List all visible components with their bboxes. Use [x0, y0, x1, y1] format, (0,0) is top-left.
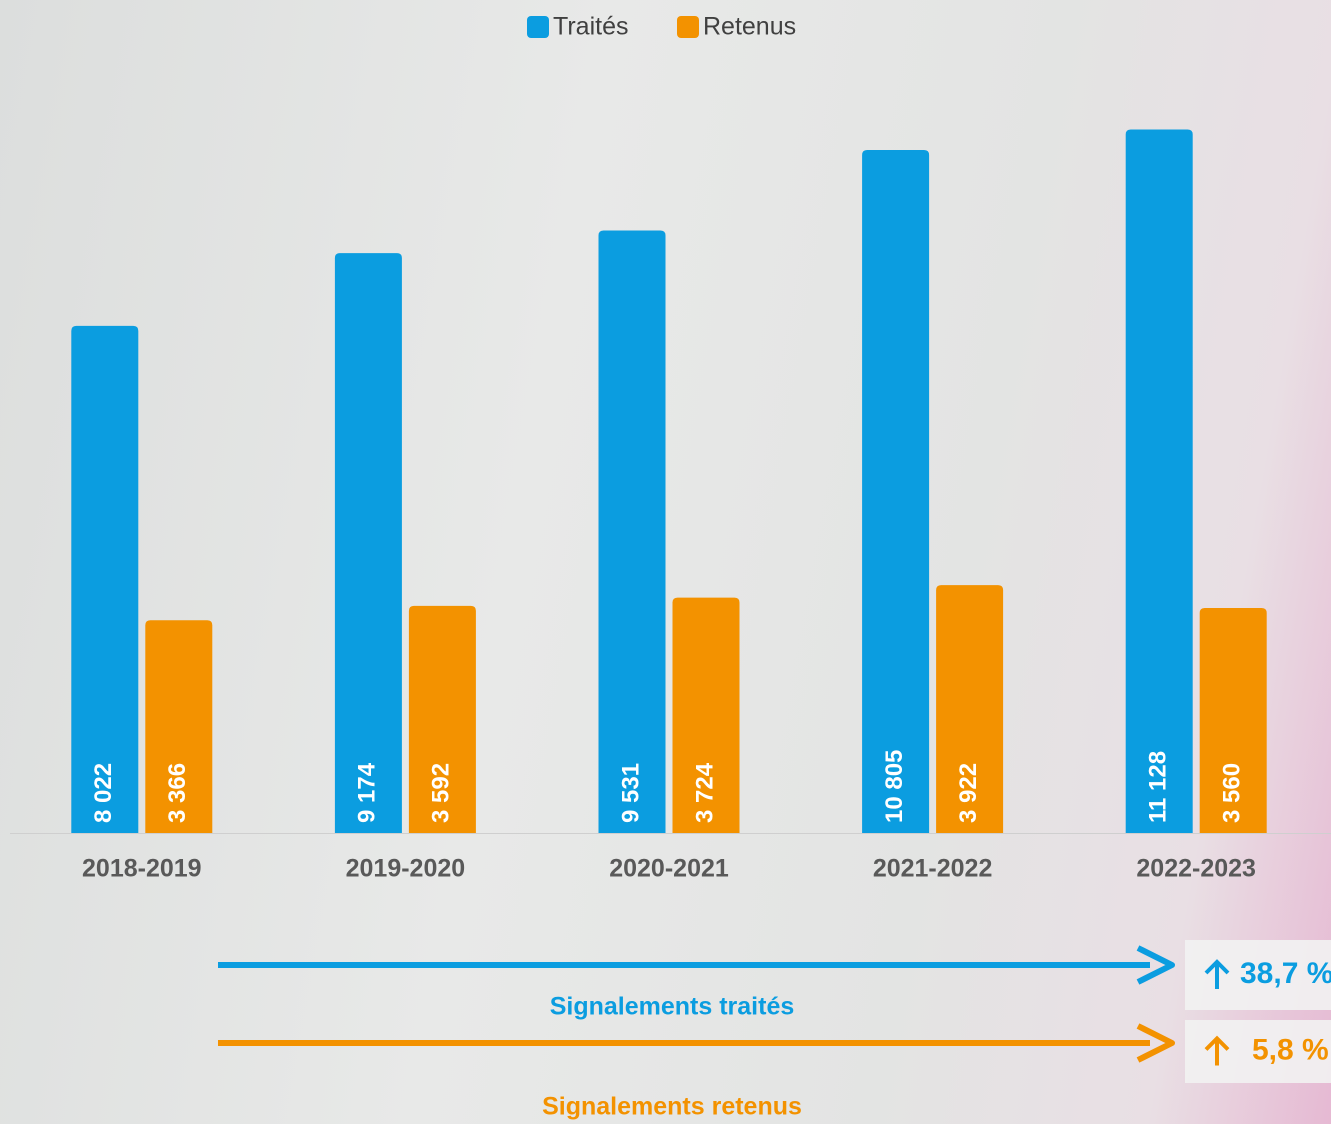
legend-label: Retenus: [703, 13, 796, 41]
legend-label: Traités: [553, 13, 628, 41]
x-tick-label: 2022-2023: [1136, 855, 1256, 883]
legend-swatch: [677, 16, 699, 38]
x-tick-label: 2019-2020: [346, 855, 466, 883]
x-tick-label: 2018-2019: [82, 855, 202, 883]
bar: [71, 326, 138, 833]
value-label: 3 922: [955, 763, 982, 823]
annotation-label: Signalements retenus: [542, 1093, 802, 1121]
annotation-label: Signalements traités: [550, 993, 795, 1021]
value-label: 9 531: [617, 763, 644, 823]
bar: [599, 231, 666, 833]
change-value: 5,8 %: [1252, 1033, 1329, 1066]
bar: [862, 150, 929, 833]
value-label: 10 805: [881, 750, 908, 823]
page: {"chart_data": {"type": "bar", "categori…: [0, 0, 1331, 1124]
value-label: 3 724: [691, 762, 718, 823]
value-label: 9 174: [354, 762, 381, 823]
x-tick-label: 2021-2022: [873, 855, 993, 883]
value-label: 3 592: [428, 763, 455, 823]
value-label: 11 128: [1145, 751, 1172, 823]
value-label: 3 560: [1219, 763, 1246, 823]
x-tick-label: 2020-2021: [609, 855, 729, 883]
chart: Traités Retenus 2018-2019 8 022 3 366 2019-20…: [0, 0, 1331, 1124]
change-value: 38,7 %: [1240, 957, 1331, 990]
bar: [335, 253, 402, 833]
value-label: 3 366: [164, 763, 191, 823]
bar: [1126, 130, 1193, 833]
value-label: 8 022: [90, 763, 117, 823]
legend-swatch: [527, 16, 549, 38]
